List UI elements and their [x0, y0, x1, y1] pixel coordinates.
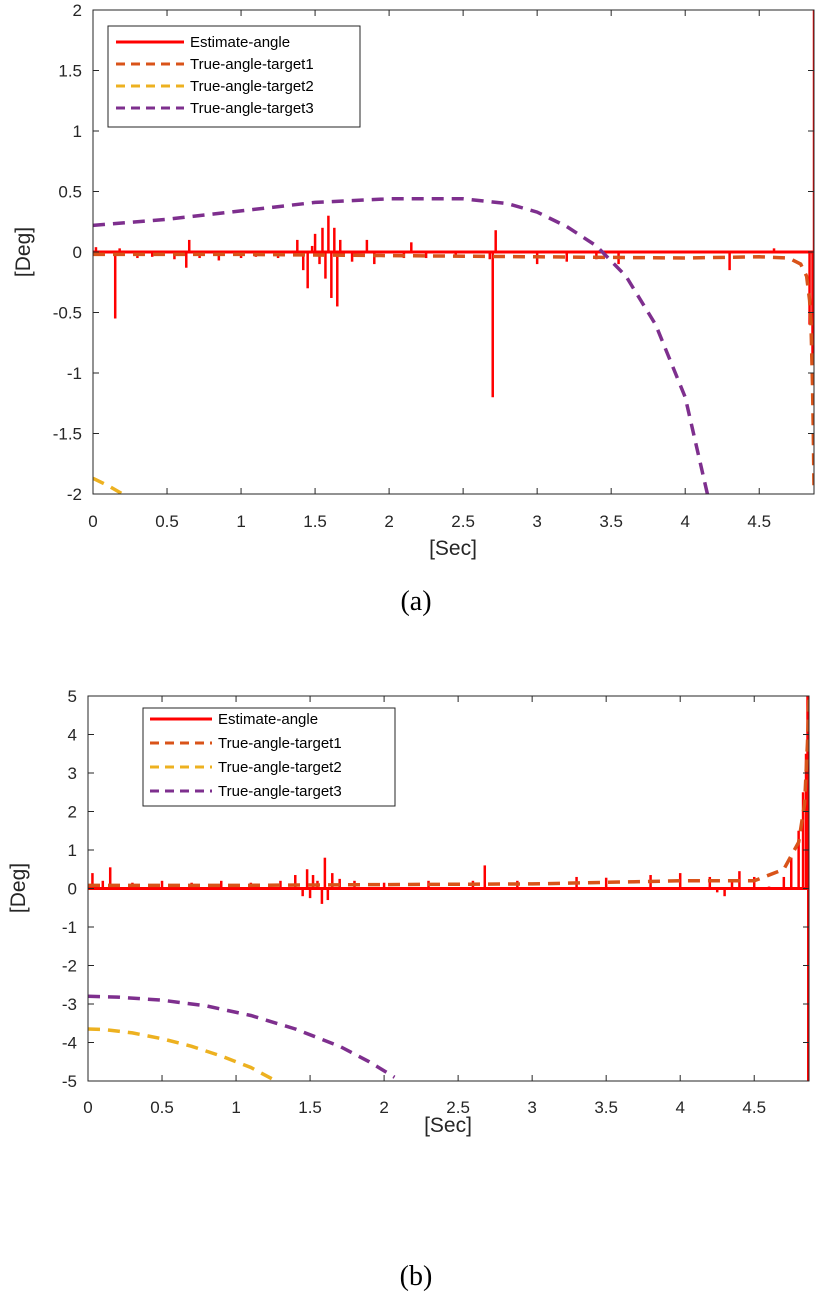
panel-b-legend-label-target2: True-angle-target2 [218, 759, 342, 776]
series-true-angle-target3-line [88, 994, 396, 1079]
panel-a-caption: (a) [400, 586, 431, 617]
x-tick-label: 4 [680, 512, 689, 531]
panel-b-y-axis-label: [Deg] [7, 863, 30, 913]
panel-b-x-ticks: 0 0.5 1 1.5 2 2.5 3 3.5 4 4.5 [83, 696, 766, 1117]
x-tick-label: 1 [236, 512, 245, 531]
x-tick-label: 3.5 [594, 1098, 618, 1117]
panel-b: 0 0.5 1 1.5 2 2.5 3 3.5 4 4.5 5 4 3 2 1 0 -1 -2 -3 -4 -5 [S… [7, 687, 810, 1292]
x-tick-label: 0.5 [155, 512, 179, 531]
panel-b-legend-label-estimate: Estimate-angle [218, 711, 318, 728]
x-tick-label: 3 [527, 1098, 536, 1117]
y-tick-label: 5 [68, 687, 77, 706]
x-tick-label: 4.5 [742, 1098, 766, 1117]
x-tick-label: 1.5 [303, 512, 327, 531]
x-tick-label: 3.5 [599, 512, 623, 531]
y-tick-label: -3 [62, 995, 77, 1014]
series-true-angle-target1-line [88, 696, 809, 888]
y-tick-label: 1.5 [58, 62, 82, 81]
x-tick-label: 2.5 [451, 512, 475, 531]
y-tick-label: 0.5 [58, 183, 82, 202]
y-tick-label: 3 [68, 764, 77, 783]
x-tick-label: 0 [83, 1098, 92, 1117]
x-tick-label: 2 [384, 512, 393, 531]
y-tick-label: -1 [67, 364, 82, 383]
panel-a: 0 0.5 1 1.5 2 2.5 3 3.5 4 4.5 2 1.5 1 0.5 0 -0.5 -1 -1.5… [12, 1, 815, 617]
series-true-angle-target3-line [93, 197, 710, 494]
panel-a-legend-label-target2: True-angle-target2 [190, 78, 314, 95]
x-tick-label: 1.5 [298, 1098, 322, 1117]
x-tick-label: 2.5 [446, 1098, 470, 1117]
panel-b-x-axis-label: [Sec] [424, 1114, 472, 1137]
panel-b-caption: (b) [400, 1261, 433, 1292]
x-tick-label: 0 [88, 512, 97, 531]
panel-a-legend-label-estimate: Estimate-angle [190, 34, 290, 51]
panel-a-legend: Estimate-angle True-angle-target1 True-a… [107, 25, 361, 128]
y-tick-label: -2 [67, 485, 82, 504]
x-tick-label: 4 [675, 1098, 684, 1117]
y-tick-label: 0 [73, 243, 82, 262]
series-true-angle-target2-line [88, 1027, 277, 1081]
y-tick-label: 0 [68, 880, 77, 899]
panel-a-x-ticks: 0 0.5 1 1.5 2 2.5 3 3.5 4 4.5 [88, 10, 771, 531]
y-tick-label: 1 [68, 841, 77, 860]
y-tick-label: -1.5 [53, 425, 82, 444]
x-tick-label: 2 [379, 1098, 388, 1117]
x-tick-label: 0.5 [150, 1098, 174, 1117]
x-tick-label: 1 [231, 1098, 240, 1117]
x-tick-label: 4.5 [747, 512, 771, 531]
y-tick-label: -1 [62, 918, 77, 937]
y-tick-label: 4 [68, 726, 77, 745]
series-true-angle-target2-line [93, 476, 124, 494]
panel-b-legend-label-target1: True-angle-target1 [218, 735, 342, 752]
panel-a-series-group [93, 10, 814, 494]
y-tick-label: 2 [73, 1, 82, 20]
panel-b-legend-label-target3: True-angle-target3 [218, 783, 342, 800]
panel-a-legend-label-target3: True-angle-target3 [190, 100, 314, 117]
panel-a-y-ticks: 2 1.5 1 0.5 0 -0.5 -1 -1.5 -2 [53, 1, 814, 504]
y-tick-label: -2 [62, 957, 77, 976]
y-tick-label: -5 [62, 1072, 77, 1091]
y-tick-label: 2 [68, 803, 77, 822]
panel-b-y-ticks: 5 4 3 2 1 0 -1 -2 -3 -4 -5 [62, 687, 809, 1091]
x-tick-label: 3 [532, 512, 541, 531]
panel-a-x-axis-label: [Sec] [429, 537, 477, 560]
panel-b-series-group [88, 696, 809, 1081]
panel-a-legend-label-target1: True-angle-target1 [190, 56, 314, 73]
y-tick-label: 1 [73, 122, 82, 141]
panel-a-y-axis-label: [Deg] [12, 227, 35, 277]
y-tick-label: -4 [62, 1034, 77, 1053]
panel-b-legend: Estimate-angle True-angle-target1 True-a… [142, 707, 396, 807]
series-true-angle-target1-line [93, 252, 814, 489]
y-tick-label: -0.5 [53, 304, 82, 323]
series-estimate-angle [93, 10, 814, 398]
